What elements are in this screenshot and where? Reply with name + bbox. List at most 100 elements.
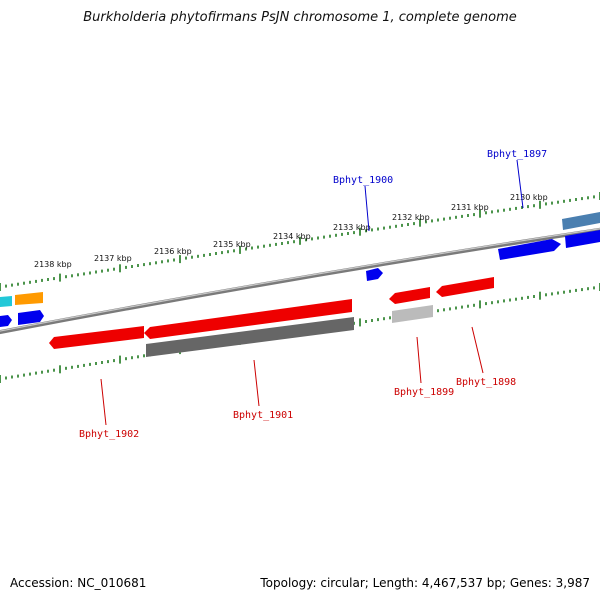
ruler-minor-tick — [173, 258, 175, 262]
ruler-minor-tick — [365, 229, 367, 233]
ruler-minor-tick — [491, 210, 493, 214]
ruler-minor-tick — [395, 224, 397, 228]
ruler-major-tick — [0, 375, 1, 383]
gene-bphyt-1901-pseudo[interactable] — [146, 317, 354, 357]
ruler-minor-tick — [545, 202, 547, 206]
ruler-minor-tick — [47, 278, 49, 281]
gene-blue-left-1[interactable] — [0, 315, 12, 327]
ruler-minor-tick — [413, 222, 415, 226]
tick-label: 2138 kbp — [34, 260, 72, 269]
ruler-minor-tick — [323, 235, 325, 239]
forward-genes — [0, 212, 600, 307]
ruler-minor-tick — [29, 372, 31, 376]
tick-label: 2132 kbp — [392, 213, 430, 222]
ruler-minor-tick — [23, 373, 25, 377]
callout-bphyt-1899 — [416, 336, 422, 384]
ruler-minor-tick — [77, 273, 79, 277]
ruler-minor-tick — [389, 316, 391, 320]
ruler-minor-tick — [407, 223, 409, 226]
ruler-minor-tick — [563, 199, 565, 203]
ruler-minor-tick — [455, 215, 457, 219]
gene-bphyt-1897[interactable] — [498, 239, 561, 260]
ruler-minor-tick — [575, 198, 577, 201]
ruler-minor-tick — [5, 284, 7, 288]
topology-text: Topology: circular; Length: 4,467,537 bp… — [260, 576, 590, 590]
ruler-minor-tick — [401, 223, 403, 227]
callout-bphyt-1901 — [253, 359, 260, 407]
gene-bphyt-1901[interactable] — [144, 299, 352, 339]
ruler-minor-tick — [281, 242, 283, 245]
ruler-minor-tick — [551, 292, 553, 296]
ruler-minor-tick — [41, 370, 43, 374]
ruler-major-tick — [479, 300, 481, 309]
gene-bphyt-1900[interactable] — [366, 268, 383, 281]
ruler-minor-tick — [101, 269, 103, 273]
ruler-minor-tick — [593, 286, 595, 290]
gene-orange[interactable] — [15, 292, 43, 305]
ruler-minor-tick — [263, 244, 265, 248]
ruler-minor-tick — [251, 246, 253, 250]
gene-label-bphyt-1900[interactable]: Bphyt_1900 — [333, 175, 393, 186]
ruler-minor-tick — [587, 287, 589, 291]
ruler-minor-tick — [257, 245, 259, 249]
ruler-minor-tick — [77, 364, 79, 368]
gene-label-bphyt-1901[interactable]: Bphyt_1901 — [233, 410, 293, 421]
ruler-minor-tick — [371, 319, 373, 322]
ruler-minor-tick — [371, 228, 373, 232]
ruler-minor-tick — [581, 288, 583, 292]
gene-labels: Bphyt_1900 Bphyt_1897 Bphyt_1902 Bphyt_1… — [79, 149, 547, 440]
ruler-minor-tick — [497, 300, 499, 304]
gene-bphyt-1902[interactable] — [49, 326, 144, 349]
ruler-top — [0, 192, 600, 291]
ruler-minor-tick — [485, 211, 487, 215]
ruler-minor-tick — [389, 225, 391, 229]
ruler-minor-tick — [29, 280, 31, 284]
ruler-minor-tick — [227, 250, 229, 254]
gene-blue-left-2[interactable] — [18, 310, 44, 325]
tick-label: 2136 kbp — [154, 247, 192, 256]
ruler-minor-tick — [473, 303, 475, 307]
ruler-minor-tick — [449, 307, 451, 311]
gene-label-bphyt-1899[interactable]: Bphyt_1899 — [394, 387, 454, 398]
ruler-minor-tick — [41, 278, 43, 282]
ruler-minor-tick — [515, 297, 517, 301]
ruler-minor-tick — [131, 356, 133, 360]
ruler-minor-tick — [467, 304, 469, 308]
gene-forward-right[interactable] — [565, 230, 600, 248]
ruler-major-tick — [539, 200, 541, 209]
ruler-minor-tick — [71, 274, 73, 278]
tick-label: 2133 kbp — [333, 223, 371, 232]
gene-bphyt-1898[interactable] — [436, 277, 494, 297]
ruler-minor-tick — [125, 357, 127, 361]
gene-label-bphyt-1897[interactable]: Bphyt_1897 — [487, 149, 547, 160]
ruler-major-tick — [59, 273, 61, 282]
gene-cyan[interactable] — [0, 296, 12, 307]
gene-label-bphyt-1902[interactable]: Bphyt_1902 — [79, 429, 139, 440]
gene-bphyt-1899-light[interactable] — [392, 305, 433, 323]
ruler-minor-tick — [23, 281, 25, 285]
ruler-major-tick — [59, 365, 61, 374]
ruler-minor-tick — [473, 213, 475, 217]
map-title: Burkholderia phytofirmans PsJN chromosom… — [83, 10, 517, 25]
gene-label-bphyt-1898[interactable]: Bphyt_1898 — [456, 377, 516, 388]
ruler-minor-tick — [443, 217, 445, 221]
ruler-minor-tick — [503, 299, 505, 303]
ruler-minor-tick — [317, 236, 319, 240]
ruler-minor-tick — [287, 241, 289, 245]
ruler-major-tick — [299, 236, 301, 245]
ruler-minor-tick — [161, 260, 163, 264]
ruler-minor-tick — [215, 252, 217, 255]
ruler-minor-tick — [137, 264, 139, 267]
ruler-minor-tick — [557, 200, 559, 204]
ruler-minor-tick — [497, 209, 499, 213]
ruler-minor-tick — [503, 208, 505, 212]
ruler-minor-tick — [11, 283, 13, 287]
ruler-minor-tick — [203, 253, 205, 257]
gene-bphyt-1899[interactable] — [389, 287, 430, 304]
ruler-minor-tick — [377, 318, 379, 322]
gene-steel[interactable] — [562, 212, 600, 230]
tick-label: 2137 kbp — [94, 254, 132, 263]
ruler-major-tick — [479, 209, 481, 218]
ruler-minor-tick — [53, 368, 55, 372]
ruler-minor-tick — [5, 376, 7, 380]
